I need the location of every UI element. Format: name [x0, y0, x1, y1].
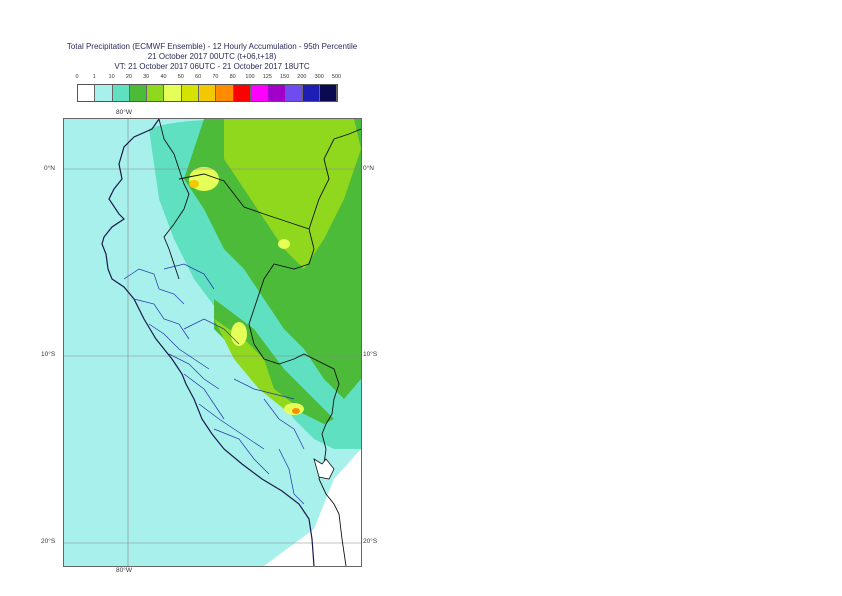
border-bolivia-chile — [318, 433, 347, 566]
legend-swatch — [268, 85, 286, 101]
legend-swatch — [78, 85, 96, 101]
lat-label-0-right: 0°N — [363, 165, 374, 172]
legend-swatch — [181, 85, 200, 101]
title-line-2: 21 October 2017 00UTC (t+06,t+18) — [147, 52, 277, 61]
map-panel — [63, 118, 362, 567]
legend-tick-label: 100 — [245, 74, 255, 80]
coastline — [101, 119, 315, 566]
legend-tick-label: 30 — [143, 74, 150, 80]
legend-color-bar — [77, 84, 339, 102]
dry-region-south — [264, 449, 361, 566]
title-line-3: VT: 21 October 2017 06UTC - 21 October 2… — [114, 62, 310, 71]
legend-tick-label: 1 — [92, 74, 96, 80]
bottom-longitude-label: 80°W — [116, 567, 132, 574]
legend-swatch — [320, 85, 338, 101]
legend-tick-label: 10 — [108, 74, 115, 80]
border-colombia — [308, 128, 361, 230]
legend-swatch — [233, 85, 251, 101]
legend-tick-label: 80 — [229, 74, 236, 80]
legend-swatch — [250, 85, 269, 101]
legend-swatch — [129, 85, 148, 101]
legend-tick-label: 70 — [212, 74, 219, 80]
legend-swatch — [112, 85, 130, 101]
legend-tick-labels: 0 1 10 20 30 40 50 60 70 80 100 125 150 200 300 500 — [75, 74, 347, 84]
legend-swatch — [285, 85, 303, 101]
border-peru-east — [178, 173, 340, 435]
lat-label-0-left: 0°N — [44, 165, 55, 172]
precip-spot-orange — [189, 180, 199, 188]
lat-label-20s-left: 20°S — [41, 538, 56, 545]
top-longitude-label: 80°W — [116, 109, 132, 116]
legend-swatch — [216, 85, 234, 101]
border-ecuador — [158, 119, 190, 280]
legend-tick-label: 200 — [297, 74, 307, 80]
precipitation-map — [64, 119, 361, 566]
lat-label-10s-right: 10°S — [363, 351, 378, 358]
legend-tick-label: 500 — [331, 74, 342, 80]
legend-swatch — [199, 85, 217, 101]
map-title: Total Precipitation (ECMWF Ensemble) - 1… — [0, 42, 424, 72]
lake-titicaca — [313, 458, 335, 480]
regional-borders — [123, 263, 305, 505]
legend-tick-label: 50 — [177, 74, 184, 80]
legend-tick-label: 20 — [125, 74, 132, 80]
legend-swatch — [95, 85, 113, 101]
color-legend: 0 1 10 20 30 40 50 60 70 80 100 125 150 200 300 500 — [75, 74, 347, 102]
legend-tick-label: 150 — [280, 74, 290, 80]
lat-label-10s-left: 10°S — [41, 351, 56, 358]
legend-tick-label: 0 — [75, 74, 79, 80]
legend-swatch — [147, 85, 165, 101]
legend-tick-label: 40 — [160, 74, 167, 80]
lat-label-20s-right: 20°S — [363, 538, 378, 545]
legend-tick-label: 60 — [195, 74, 202, 80]
legend-tick-label: 300 — [314, 74, 324, 80]
precip-band-lime — [224, 119, 361, 269]
legend-swatch — [302, 85, 321, 101]
legend-swatch — [164, 85, 182, 101]
title-line-1: Total Precipitation (ECMWF Ensemble) - 1… — [66, 42, 358, 51]
legend-tick-label: 125 — [262, 74, 272, 80]
